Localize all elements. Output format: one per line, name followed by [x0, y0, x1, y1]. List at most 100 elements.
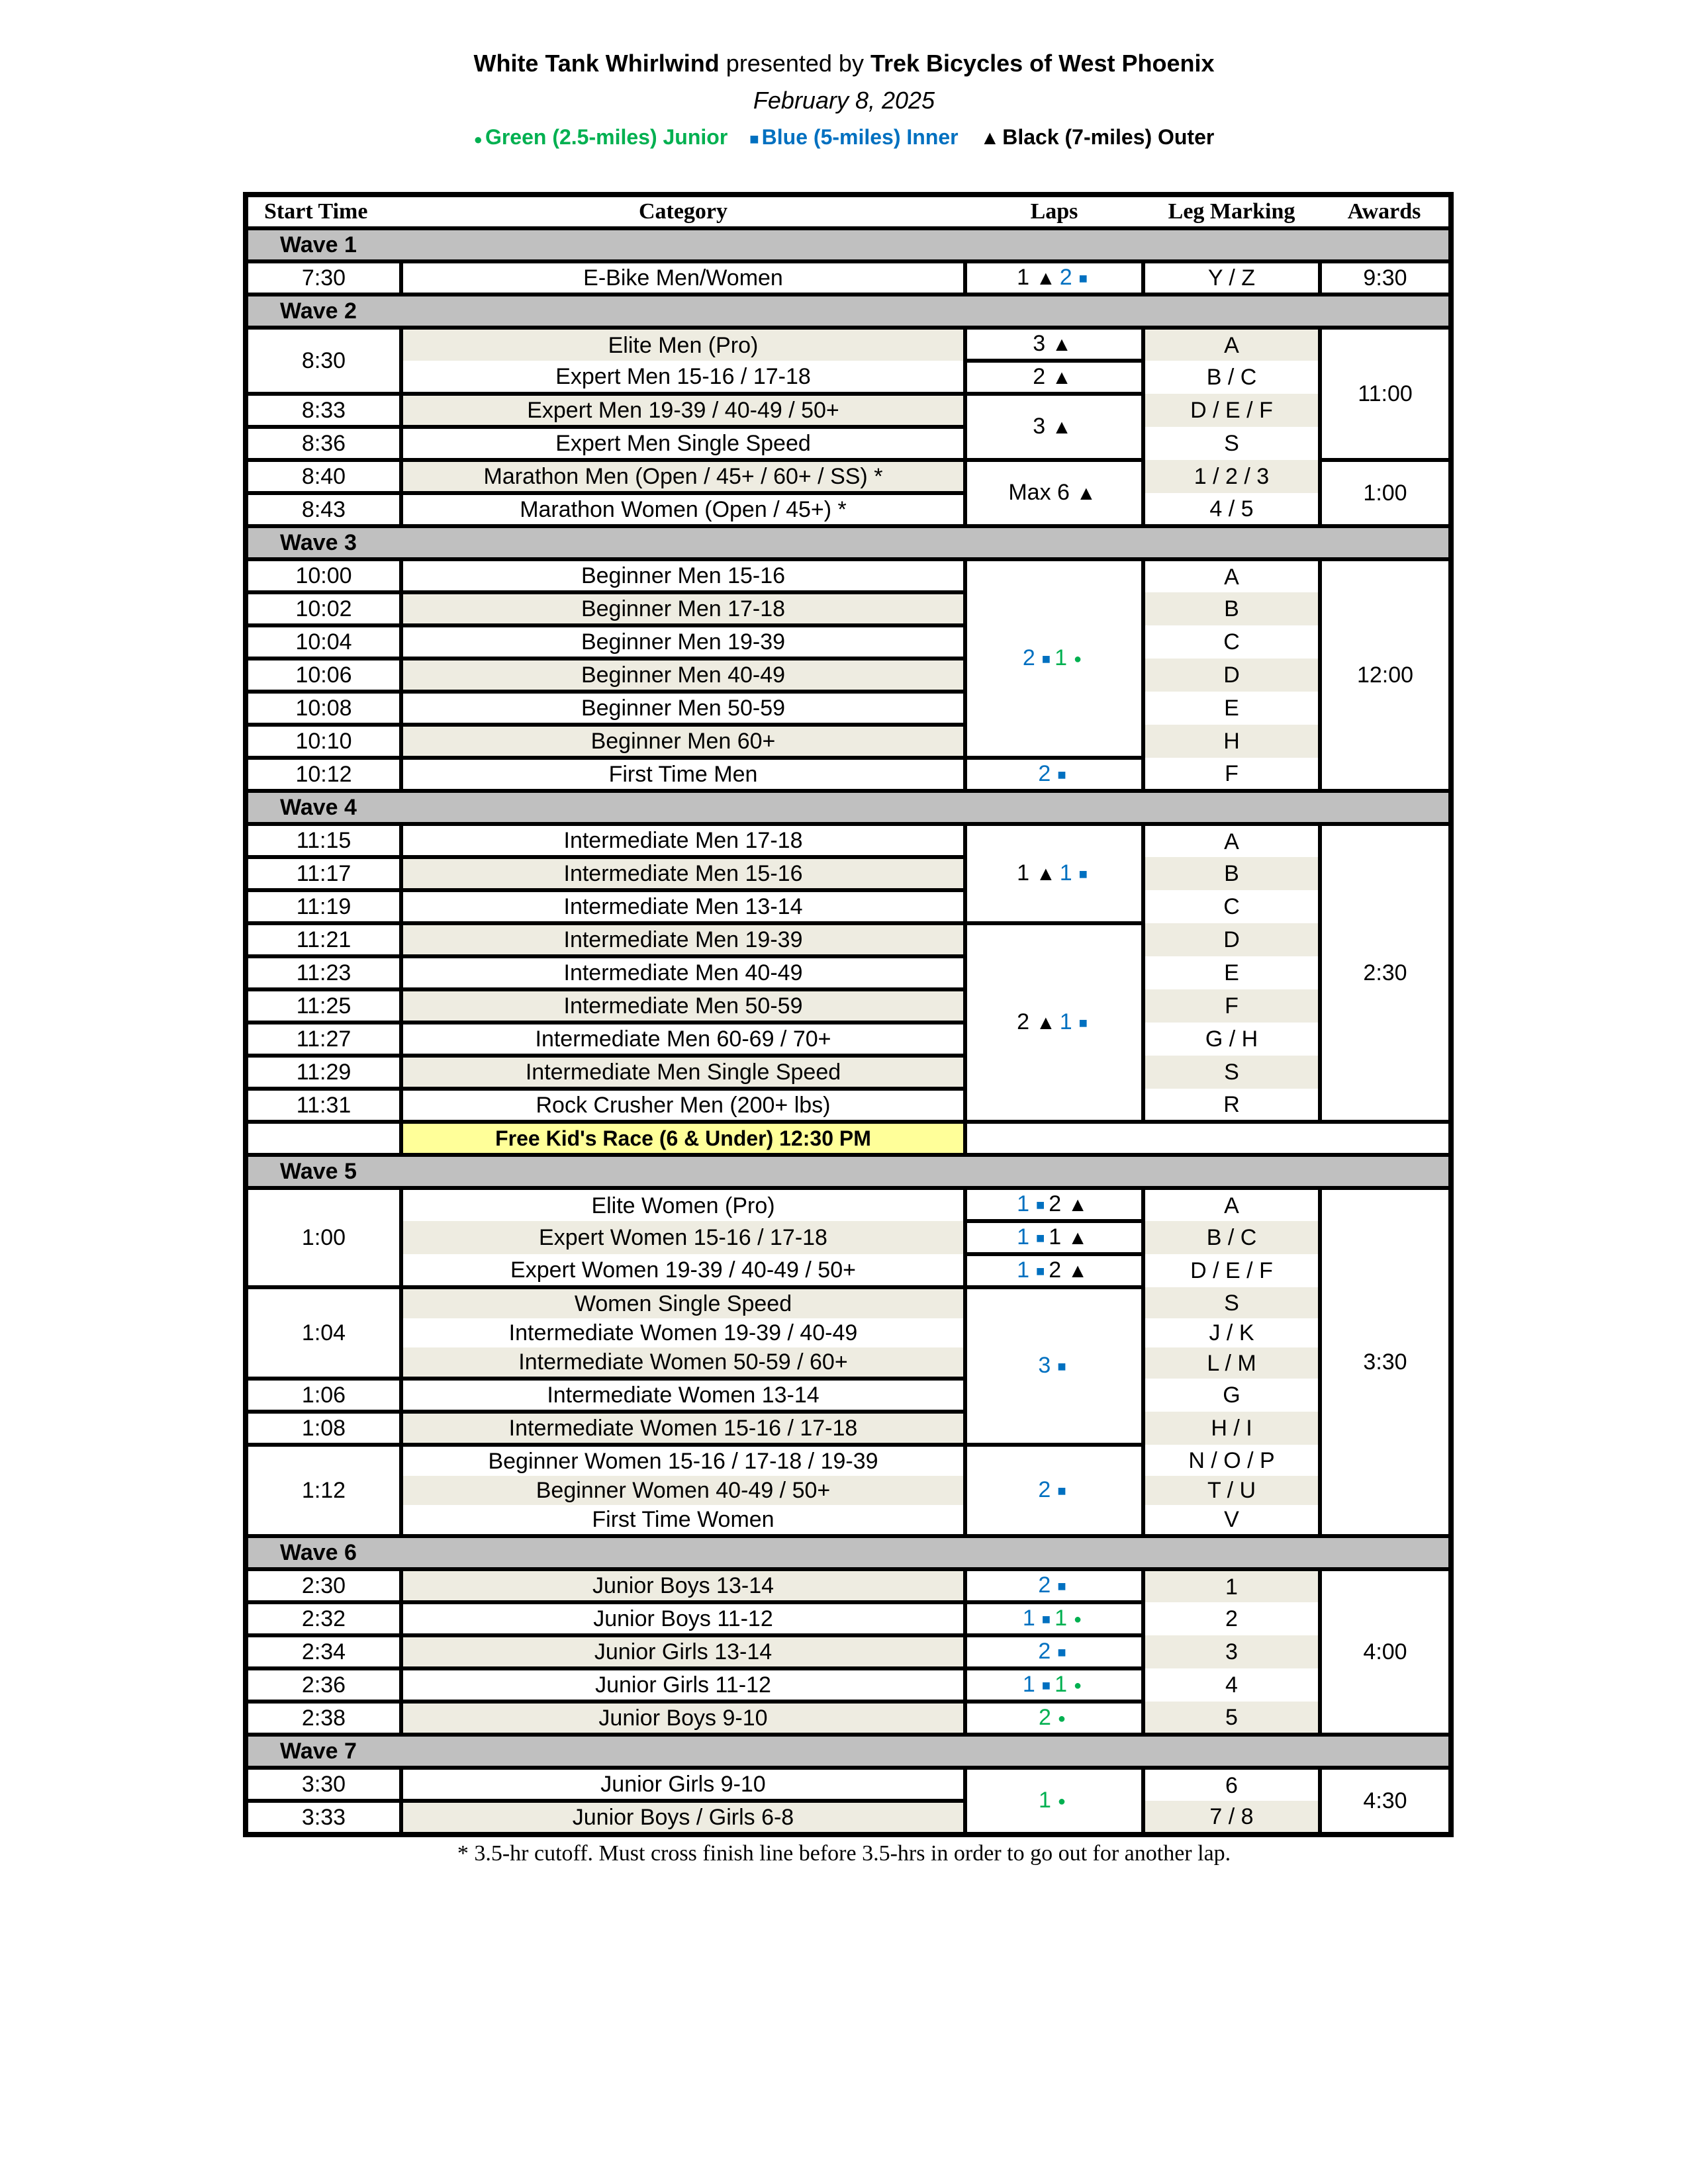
circle-icon: ●	[1074, 1612, 1082, 1627]
leg-marking: A	[1141, 822, 1322, 857]
leg-marking: S	[1141, 1056, 1322, 1089]
lap-count: 1	[1017, 1191, 1029, 1216]
laps: 2 ■ 1 ●	[963, 557, 1145, 758]
schedule-row: 10:08 Beginner Men 50-59 E	[244, 690, 1451, 725]
award-time: 1:00	[1318, 458, 1453, 526]
square-icon: ■	[1036, 1230, 1045, 1246]
lap-count: 2	[1049, 1191, 1062, 1216]
circle-icon: ●	[1074, 1678, 1082, 1693]
lap-count: 2	[1038, 1572, 1051, 1598]
schedule-row: 11:25 Intermediate Men 50-59 F	[244, 987, 1451, 1023]
leg-marking: B	[1141, 592, 1322, 625]
leg-marking: H	[1141, 725, 1322, 758]
category: Intermediate Men 60-69 / 70+	[399, 1021, 967, 1056]
leg-marking: L / M	[1141, 1347, 1322, 1379]
schedule-row: 11:31 Rock Crusher Men (200+ lbs) R	[244, 1087, 1451, 1122]
laps: 2 ■	[963, 756, 1145, 791]
lap-count: 1	[1059, 1009, 1072, 1034]
lap-count: 1	[1038, 1788, 1051, 1813]
category: Expert Men 15-16 / 17-18	[399, 361, 967, 394]
schedule-row: Intermediate Women 19-39 / 40-49 J / K	[246, 1318, 1451, 1347]
schedule-row: 3:33 Junior Boys / Girls 6-8 7 / 8	[244, 1799, 1451, 1835]
schedule-row: 11:17 Intermediate Men 15-16 B	[244, 855, 1451, 890]
category: Intermediate Men 13-14	[399, 888, 967, 923]
square-icon: ■	[1041, 651, 1051, 667]
wave-header-row: Wave 4	[244, 789, 1453, 826]
start-time-cell	[244, 1120, 403, 1155]
leg-marking: B / C	[1141, 361, 1322, 394]
category: Intermediate Women 19-39 / 40-49	[399, 1318, 967, 1347]
triangle-icon: ▲	[980, 127, 1000, 149]
wave-label: Wave 3	[244, 524, 1453, 561]
category: Beginner Men 50-59	[399, 690, 967, 725]
lap-count: 1	[1017, 265, 1029, 290]
wave-label: Wave 2	[244, 293, 1453, 330]
triangle-icon: ▲	[1076, 482, 1096, 504]
lap-count: 2	[1022, 645, 1035, 670]
schedule-row: 1:06 Intermediate Women 13-14 G	[244, 1377, 1451, 1412]
start-time: 10:10	[244, 723, 403, 758]
lap-count: 1	[1055, 1672, 1068, 1697]
start-time: 11:17	[244, 855, 403, 890]
legend-label: Blue (5-miles) Inner	[761, 125, 959, 149]
start-time: 2:34	[244, 1633, 403, 1668]
award-time: 12:00	[1318, 557, 1453, 791]
square-icon: ■	[1078, 1015, 1088, 1031]
leg-marking: N / O / P	[1141, 1445, 1322, 1476]
category: Intermediate Men 40-49	[399, 954, 967, 989]
schedule-row: 2:36 Junior Girls 11-12 1 ■ 1 ● 4	[244, 1666, 1451, 1702]
event-title: White Tank Whirlwind presented by Trek B…	[0, 49, 1688, 78]
leg-marking: C	[1141, 890, 1322, 923]
start-time: 8:36	[244, 425, 403, 460]
start-time: 2:38	[244, 1700, 403, 1735]
lap-count: 1	[1022, 1606, 1035, 1631]
start-time: 7:30	[244, 259, 403, 295]
sponsor-name: Trek Bicycles of West Phoenix	[870, 50, 1215, 77]
leg-marking: D	[1141, 923, 1322, 956]
start-time: 11:29	[244, 1054, 403, 1089]
lap-count: 1	[1022, 1672, 1035, 1697]
square-icon: ■	[1078, 270, 1088, 287]
award-time: 3:30	[1318, 1186, 1453, 1536]
award-time: 4:30	[1318, 1766, 1453, 1835]
triangle-icon: ▲	[1068, 1194, 1088, 1216]
kids-race-label: Free Kid's Race (6 & Under) 12:30 PM	[401, 1120, 965, 1155]
lap-count: 1	[1017, 860, 1029, 886]
award-time: 4:00	[1318, 1567, 1453, 1735]
lap-count: 2	[1049, 1257, 1062, 1283]
legend-label: Green (2.5-miles) Junior	[485, 125, 728, 149]
square-icon: ■	[1057, 766, 1066, 783]
leg-marking: S	[1141, 1287, 1322, 1318]
presented-by: presented by	[726, 50, 864, 77]
laps: 3 ■	[963, 1285, 1145, 1445]
leg-marking: 4 / 5	[1141, 493, 1322, 526]
start-time: 10:06	[244, 657, 403, 692]
schedule-row: 1:12 Beginner Women 15-16 / 17-18 / 19-39…	[244, 1443, 1451, 1536]
lap-count: 1	[1017, 1224, 1029, 1250]
schedule-row: 8:36 Expert Men Single Speed S	[244, 425, 1451, 460]
leg-marking: G	[1141, 1379, 1322, 1412]
leg-marking: B	[1141, 857, 1322, 890]
wave-label: Wave 1	[244, 226, 1453, 263]
leg-marking: E	[1141, 956, 1322, 989]
schedule-row: 3:30 Junior Girls 9-10 1 ● 6 4:30	[244, 1766, 1453, 1835]
category: Intermediate Men 17-18	[399, 822, 967, 857]
lap-count: 2	[1038, 1705, 1051, 1730]
schedule-row: 8:30 Elite Men (Pro) 3 ▲ A 11:00	[244, 326, 1453, 460]
col-laps: Laps	[965, 195, 1143, 230]
start-time: 11:23	[244, 954, 403, 989]
category: Junior Boys 9-10	[399, 1700, 967, 1735]
square-icon: ■	[1041, 1611, 1051, 1627]
category: Rock Crusher Men (200+ lbs)	[399, 1087, 967, 1122]
wave-header-row: Wave 1	[244, 226, 1453, 263]
leg-marking: 5	[1141, 1702, 1322, 1735]
category: Intermediate Men 15-16	[399, 855, 967, 890]
start-time: 10:04	[244, 623, 403, 659]
leg-marking: S	[1141, 427, 1322, 460]
laps: 2 ■	[963, 1443, 1145, 1536]
start-time: 2:36	[244, 1666, 403, 1702]
col-start-time: Start Time	[246, 195, 401, 230]
circle-icon: ●	[1057, 1711, 1066, 1726]
category: Beginner Men 15-16	[399, 557, 967, 592]
start-time: 10:08	[244, 690, 403, 725]
